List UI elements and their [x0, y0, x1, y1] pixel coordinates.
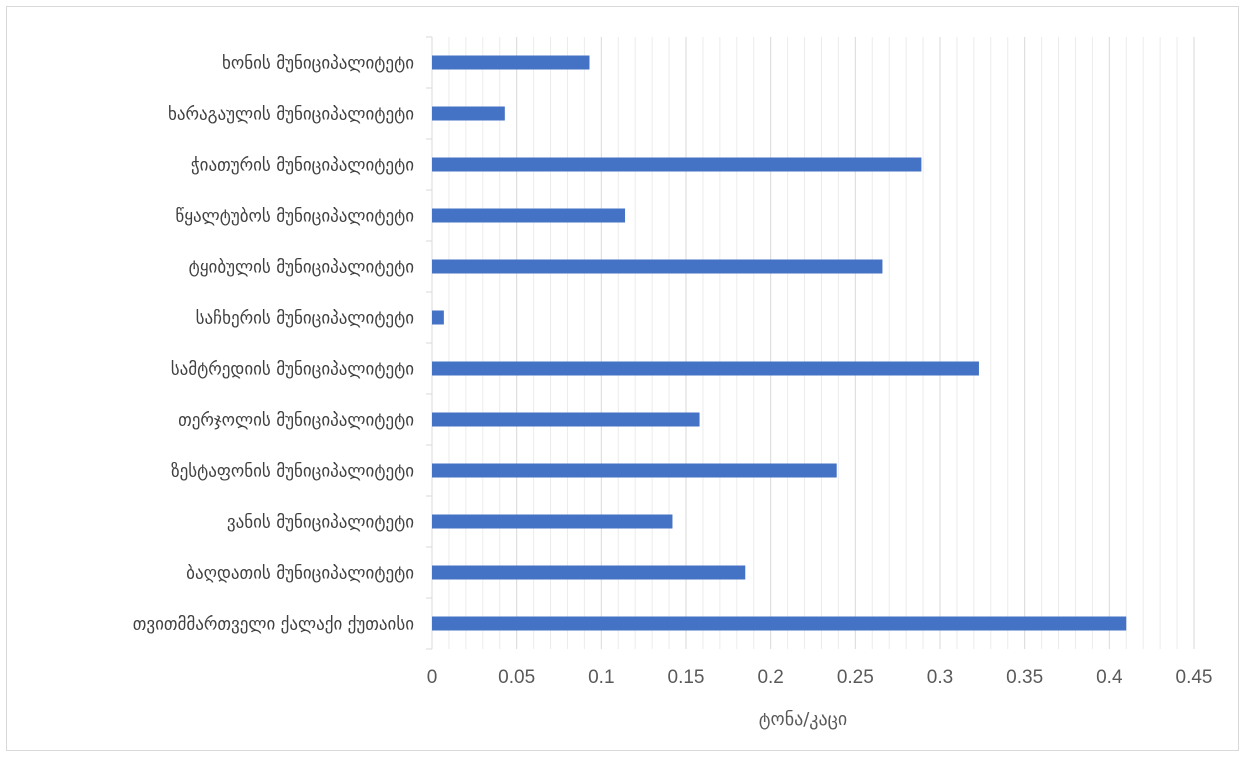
x-tick-label: 0.1 — [588, 667, 614, 688]
category-label: ტყიბულის მუნიციპალიტეტი — [189, 258, 414, 278]
x-tick-label: 0.05 — [498, 667, 535, 688]
bar — [432, 106, 505, 121]
grid-lines — [426, 36, 1195, 650]
category-label: ჭიათურის მუნიციპალიტეტი — [191, 156, 414, 176]
bars — [432, 55, 1127, 631]
bar — [432, 514, 673, 529]
x-tick-labels: 0 0.05 0.1 0.15 0.2 0.25 0.3 0.35 0.4 0.45 — [427, 667, 1213, 688]
category-label: ვანის მუნიციპალიტეტი — [227, 513, 414, 533]
x-tick-label: 0.4 — [1096, 667, 1123, 688]
category-labels: თვითმმართველი ქალაქი ქუთაისი ბაღდათის მუნ… — [133, 54, 414, 635]
category-label: თერჯოლის მუნიციპალიტეტი — [178, 411, 414, 431]
x-tick-label: 0 — [427, 667, 438, 688]
x-tick-label: 0.2 — [757, 667, 783, 688]
bar — [432, 310, 444, 325]
category-label: სამტრედიის მუნიციპალიტეტი — [171, 360, 414, 380]
category-label: წყალტუბოს მუნიციპალიტეტი — [175, 207, 414, 227]
category-label: ხარაგაულის მუნიციპალიტეტი — [168, 105, 414, 125]
bar — [432, 55, 590, 70]
x-axis-title: ტონა/კაცი — [759, 709, 847, 730]
x-tick-label: 0.15 — [668, 667, 705, 688]
bar — [432, 565, 746, 580]
bar — [432, 208, 626, 223]
category-label: თვითმმართველი ქალაქი ქუთაისი — [133, 615, 414, 635]
category-label: ხონის მუნიციპალიტეტი — [222, 54, 414, 74]
x-tick-label: 0.45 — [1176, 667, 1213, 688]
category-label: ზესტაფონის მუნიციპალიტეტი — [171, 462, 414, 482]
bar — [432, 616, 1127, 631]
x-tick-label: 0.25 — [837, 667, 874, 688]
x-tick-label: 0.3 — [927, 667, 953, 688]
bar-chart: თვითმმართველი ქალაქი ქუთაისი ბაღდათის მუნ… — [133, 36, 1213, 730]
category-label: ბაღდათის მუნიციპალიტეტი — [186, 564, 414, 584]
x-tick-label: 0.35 — [1006, 667, 1043, 688]
bar — [432, 259, 883, 274]
chart-frame: თვითმმართველი ქალაქი ქუთაისი ბაღდათის მუნ… — [6, 6, 1239, 751]
bar — [432, 361, 979, 376]
bar — [432, 157, 922, 172]
bar — [432, 463, 837, 478]
bar — [432, 412, 700, 427]
category-label: საჩხერის მუნიციპალიტეტი — [196, 309, 414, 329]
